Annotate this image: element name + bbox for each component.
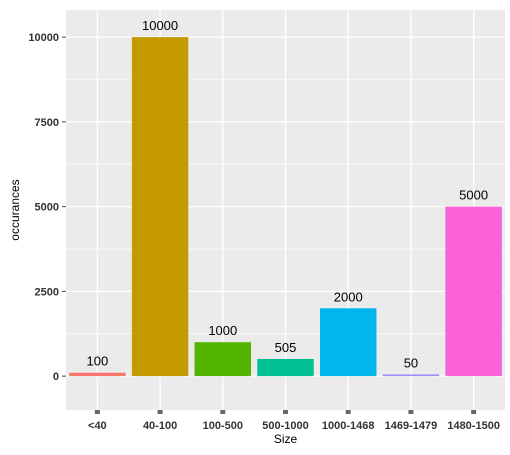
y-tick-label: 5000 [35, 202, 59, 214]
x-tick-label: 1469-1479 [385, 420, 438, 432]
x-axis-title: Size [274, 432, 298, 446]
bar-4 [319, 308, 377, 377]
bar-value-label: 5000 [459, 188, 488, 203]
y-tick-label: 2500 [35, 286, 59, 298]
x-tick [345, 410, 351, 414]
x-tick-label: 1480-1500 [447, 420, 500, 432]
bar-3 [257, 358, 314, 377]
x-tick [471, 410, 477, 414]
y-tick-label: 10000 [28, 32, 59, 44]
x-axis: <40 40-100 100-500 500-1000 1000-1468 1469-14… [88, 410, 500, 432]
x-tick [283, 410, 288, 414]
bar-value-label: 50 [404, 355, 418, 370]
x-tick-label: <40 [88, 420, 107, 432]
bar-labels-group: 100 10000 1000 505 2000 50 5000 [87, 18, 489, 370]
x-tick [408, 410, 414, 414]
bar-value-label: 100 [87, 354, 109, 369]
x-tick-label: 40-100 [143, 420, 177, 432]
bar-value-label: 505 [275, 340, 297, 355]
bar-2 [194, 342, 252, 377]
x-tick [94, 410, 100, 414]
y-tick-label: 7500 [35, 117, 59, 129]
bar-value-label: 2000 [334, 289, 363, 304]
bar-value-label: 1000 [208, 323, 237, 338]
bar-6 [445, 206, 502, 377]
y-tick-label: 0 [53, 371, 59, 383]
x-tick [220, 410, 226, 414]
x-tick-label: 1000-1468 [322, 420, 375, 432]
bar-5 [382, 374, 440, 377]
x-tick-label: 100-500 [203, 420, 243, 432]
bars-group [69, 37, 502, 377]
y-axis-title: occurances [8, 179, 22, 240]
x-tick-label: 500-1000 [262, 420, 309, 432]
bar-0 [69, 372, 126, 377]
bar-value-label: 10000 [142, 18, 178, 33]
bar-1 [131, 37, 189, 377]
y-axis: 0 2500 5000 7500 10000 [28, 32, 66, 383]
x-tick [157, 410, 163, 414]
